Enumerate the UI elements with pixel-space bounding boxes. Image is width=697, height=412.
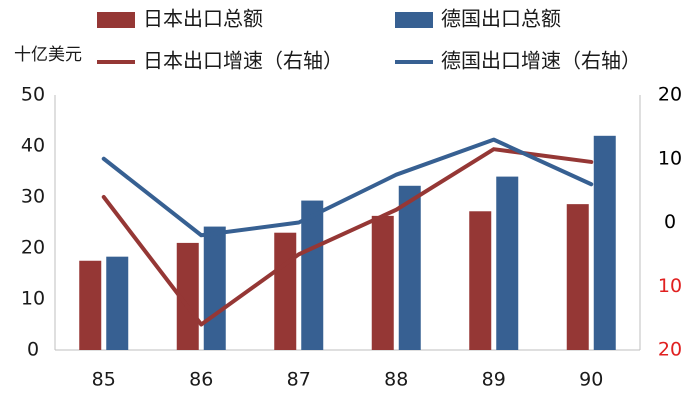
legend-label: 日本出口增速（右轴） xyxy=(143,49,343,73)
legend-label: 日本出口总额 xyxy=(143,7,263,31)
y-tick-label: 30 xyxy=(21,186,45,208)
line-germany-growth xyxy=(101,137,594,238)
x-tick-label: 89 xyxy=(482,369,506,391)
bar-japan-export xyxy=(469,211,492,350)
y2-tick-label: 20 xyxy=(658,339,682,361)
bar-japan-export xyxy=(79,260,102,350)
bar-germany-export xyxy=(301,200,324,350)
x-tick-label: 88 xyxy=(384,369,408,391)
bar-japan-export xyxy=(176,242,199,350)
legend-label: 德国出口增速（右轴） xyxy=(441,49,641,73)
bar-germany-export xyxy=(496,176,519,350)
bar-japan-export xyxy=(371,215,394,350)
x-tick-label: 87 xyxy=(287,369,311,391)
x-tick-label: 85 xyxy=(92,369,116,391)
y2-tick-label: 10 xyxy=(658,275,682,297)
y2-tick-label: 10 xyxy=(658,147,682,169)
y2-tick-label: 0 xyxy=(664,211,676,233)
bar-japan-export xyxy=(274,232,297,350)
legend-swatch-bar xyxy=(97,12,135,28)
legend-swatch-bar xyxy=(395,12,433,28)
y-axis-unit-label: 十亿美元 xyxy=(14,45,82,65)
x-tick-label: 90 xyxy=(579,369,603,391)
bar-japan-export xyxy=(566,204,589,350)
bar-germany-export xyxy=(203,226,226,350)
y2-tick-label: 20 xyxy=(658,84,682,106)
legend-label: 德国出口总额 xyxy=(441,7,561,31)
y-tick-label: 50 xyxy=(21,84,45,106)
line-japan-growth xyxy=(101,147,594,327)
x-tick-label: 86 xyxy=(189,369,213,391)
bar-germany-export xyxy=(593,135,616,350)
y-tick-label: 20 xyxy=(21,237,45,259)
bar-germany-export xyxy=(398,185,421,350)
bar-germany-export xyxy=(106,256,129,350)
y-tick-label: 40 xyxy=(21,135,45,157)
y-tick-label: 0 xyxy=(27,339,39,361)
y-tick-label: 10 xyxy=(21,288,45,310)
